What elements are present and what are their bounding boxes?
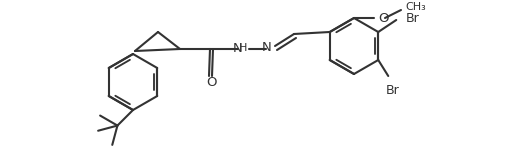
Text: N: N — [262, 41, 272, 53]
Text: H: H — [239, 43, 247, 53]
Text: O: O — [207, 75, 217, 89]
Text: O: O — [378, 12, 388, 25]
Text: Br: Br — [385, 84, 399, 97]
Text: CH₃: CH₃ — [405, 2, 426, 12]
Text: N: N — [233, 42, 243, 54]
Text: Br: Br — [407, 12, 420, 25]
